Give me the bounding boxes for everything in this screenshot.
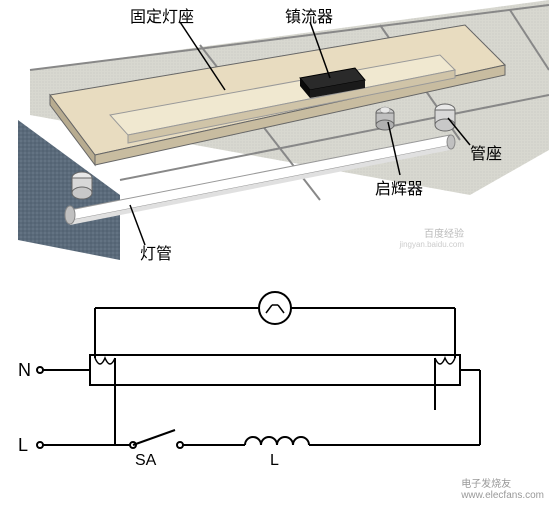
watermark-jingyan: jingyan.baidu.com	[400, 240, 464, 249]
elec-url: www.elecfans.com	[461, 490, 544, 501]
label-inductor: L	[270, 452, 279, 470]
fixture-svg	[0, 0, 549, 280]
label-starter: 启辉器	[375, 175, 423, 199]
circuit-diagram: N L SA L	[0, 280, 549, 503]
watermark-elecfans: 电子发烧友 www.elecfans.com	[461, 475, 544, 501]
fixture-3d-diagram: 固定灯座 镇流器 管座 启辉器 灯管 百度经验 jingyan.baidu.co…	[0, 0, 549, 280]
terminal-l: L	[18, 435, 28, 456]
label-tube: 灯管	[140, 240, 172, 264]
label-ballast: 镇流器	[285, 3, 333, 27]
watermark-baidu: 百度经验	[424, 225, 464, 240]
elec-text: 电子发烧友	[461, 479, 511, 490]
terminal-n: N	[18, 360, 31, 381]
label-switch: SA	[135, 452, 156, 470]
label-tube-socket: 管座	[470, 140, 502, 164]
label-fixture-base: 固定灯座	[130, 3, 194, 27]
